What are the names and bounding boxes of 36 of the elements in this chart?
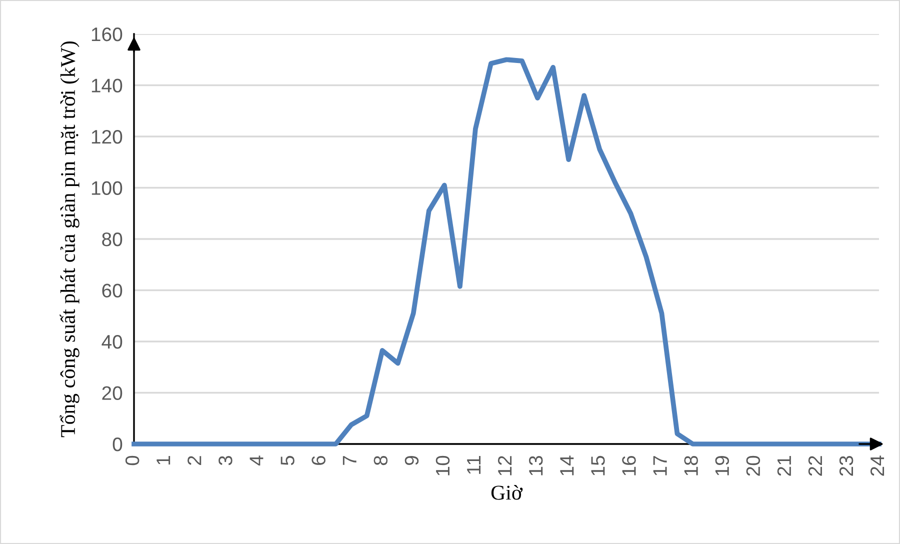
x-tick-label: 5 [280, 456, 294, 466]
x-tick-label: 11 [467, 456, 480, 474]
x-tick-label: 24 [870, 456, 884, 476]
y-tick-label: 160 [92, 27, 122, 42]
y-tick-label: 60 [102, 284, 122, 298]
y-axis-title: Tổng công suất phát của giàn pin mặt trời (kW) [60, 41, 80, 438]
x-tick-label: 12 [498, 456, 512, 476]
x-tick-label: 18 [684, 456, 698, 476]
x-tick-label: 0 [125, 456, 140, 466]
x-tick-label: 10 [436, 456, 450, 476]
x-tick-label: 4 [250, 456, 264, 466]
x-tick-label: 21 [777, 456, 791, 476]
x-tick-label: 8 [374, 456, 388, 466]
x-tick-label: 20 [746, 456, 760, 476]
x-tick-label: 9 [404, 456, 419, 466]
x-axis-title: Giờ [491, 485, 523, 500]
x-tick-label: 6 [312, 456, 326, 465]
x-tick-label: 23 [839, 456, 854, 476]
y-tick-label: 80 [102, 232, 122, 246]
y-tick-label: 40 [102, 334, 122, 349]
x-tick-label: 22 [808, 456, 822, 476]
y-tick-label: 0 [112, 437, 122, 452]
y-tick-label: 120 [92, 130, 122, 144]
x-tick-label: 17 [653, 456, 667, 476]
x-tick-label: 1 [156, 456, 170, 464]
x-tick-label: 2 [188, 456, 202, 465]
x-tick-label: 3 [218, 456, 232, 466]
x-tick-label: 15 [591, 456, 605, 476]
x-tick-label: 13 [528, 456, 543, 476]
x-tick-label: 14 [560, 456, 574, 476]
x-tick-label: 16 [622, 456, 636, 476]
y-tick-label: 140 [92, 78, 122, 92]
y-tick-label: 100 [92, 181, 122, 195]
x-tick-label: 19 [715, 456, 730, 476]
y-tick-label: 20 [102, 386, 122, 400]
x-tick-label: 7 [342, 456, 356, 465]
